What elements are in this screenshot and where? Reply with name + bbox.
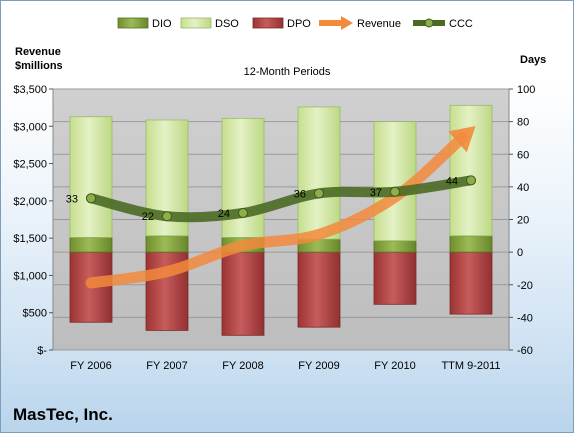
ccc-line bbox=[86, 175, 476, 223]
left-tick-label: $1,000 bbox=[13, 270, 47, 282]
left-axis-title-line1: Revenue bbox=[15, 46, 61, 58]
ccc-data-label: 37 bbox=[370, 187, 382, 199]
category-label: FY 2006 bbox=[70, 360, 111, 372]
legend-swatch bbox=[117, 17, 149, 29]
left-tick-label: $500 bbox=[23, 308, 47, 320]
left-axis-title-line2: $millions bbox=[15, 60, 63, 72]
left-tick-label: $3,000 bbox=[13, 121, 47, 133]
ccc-point bbox=[314, 188, 324, 199]
legend-label: CCC bbox=[449, 18, 473, 30]
left-tick-label: $- bbox=[37, 345, 47, 357]
chart-subtitle: 12-Month Periods bbox=[244, 66, 331, 78]
right-tick-label: 60 bbox=[517, 149, 529, 161]
dio-bar bbox=[449, 235, 493, 253]
category-label: FY 2008 bbox=[222, 360, 263, 372]
legend-label: DIO bbox=[152, 18, 172, 30]
left-tick-label: $2,000 bbox=[13, 196, 47, 208]
ccc-data-label: 44 bbox=[446, 175, 458, 187]
ccc-point bbox=[238, 207, 248, 218]
dso-bar bbox=[297, 106, 341, 240]
dso-bar bbox=[69, 116, 113, 238]
legend-item-dso: DSO bbox=[180, 17, 239, 30]
right-tick-label: -20 bbox=[517, 280, 533, 292]
dio-bar bbox=[373, 240, 417, 253]
left-tick-label: $1,500 bbox=[13, 233, 47, 245]
legend-arrowhead bbox=[341, 16, 353, 30]
right-tick-label: 20 bbox=[517, 215, 529, 227]
legend-swatch bbox=[252, 17, 284, 29]
dso-bar bbox=[449, 104, 493, 237]
ccc-data-label: 22 bbox=[142, 211, 154, 223]
dio-bar bbox=[69, 237, 113, 253]
left-tick-label: $2,500 bbox=[13, 159, 47, 171]
ccc-data-label: 36 bbox=[294, 188, 306, 200]
legend-label: DSO bbox=[215, 18, 239, 30]
legend-swatch bbox=[180, 17, 212, 29]
ccc-point bbox=[466, 175, 476, 186]
right-tick-label: 100 bbox=[517, 84, 535, 96]
legend-label: Revenue bbox=[357, 18, 401, 30]
ccc-data-label: 24 bbox=[218, 208, 230, 220]
left-tick-label: $3,500 bbox=[13, 84, 47, 96]
category-label: FY 2009 bbox=[298, 360, 339, 372]
legend-marker bbox=[424, 18, 434, 28]
category-label: TTM 9-2011 bbox=[441, 360, 500, 372]
ccc-data-label: 33 bbox=[66, 193, 78, 205]
dpo-bar bbox=[373, 251, 417, 305]
legend-item-dpo: DPO bbox=[252, 17, 311, 30]
legend-label: DPO bbox=[287, 18, 311, 30]
dpo-bar bbox=[297, 251, 341, 328]
right-tick-label: -60 bbox=[517, 345, 533, 357]
legend-item-dio: DIO bbox=[117, 17, 172, 30]
dpo-bar bbox=[449, 251, 493, 315]
ccc-point bbox=[86, 193, 96, 204]
right-tick-label: 80 bbox=[517, 117, 529, 129]
company-name: MasTec, Inc. bbox=[13, 405, 113, 424]
right-tick-label: -40 bbox=[517, 312, 533, 324]
dio-bar bbox=[145, 235, 189, 253]
category-label: FY 2007 bbox=[146, 360, 187, 372]
right-axis-title: Days bbox=[520, 54, 546, 66]
legend-item-revenue: Revenue bbox=[319, 16, 401, 30]
right-tick-label: 0 bbox=[517, 247, 523, 259]
legend-item-ccc: CCC bbox=[413, 18, 473, 30]
category-label: FY 2010 bbox=[374, 360, 415, 372]
ccc-point bbox=[162, 211, 172, 222]
dpo-bar bbox=[221, 251, 265, 336]
revenue-arrowhead bbox=[448, 126, 476, 153]
legend: DIO DSO DPO Revenue CCC bbox=[117, 16, 473, 30]
ccc-point bbox=[390, 186, 400, 197]
right-tick-label: 40 bbox=[517, 182, 529, 194]
